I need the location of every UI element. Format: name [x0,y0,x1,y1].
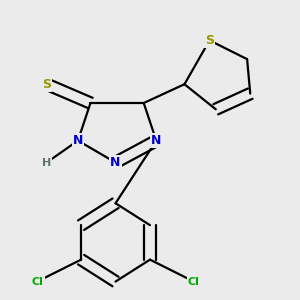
Text: H: H [42,158,51,167]
Text: N: N [151,134,161,147]
Text: Cl: Cl [31,277,43,286]
Text: S: S [42,78,51,91]
Text: Cl: Cl [188,277,200,286]
Text: N: N [73,134,83,147]
Text: S: S [205,34,214,47]
Text: N: N [110,156,121,169]
